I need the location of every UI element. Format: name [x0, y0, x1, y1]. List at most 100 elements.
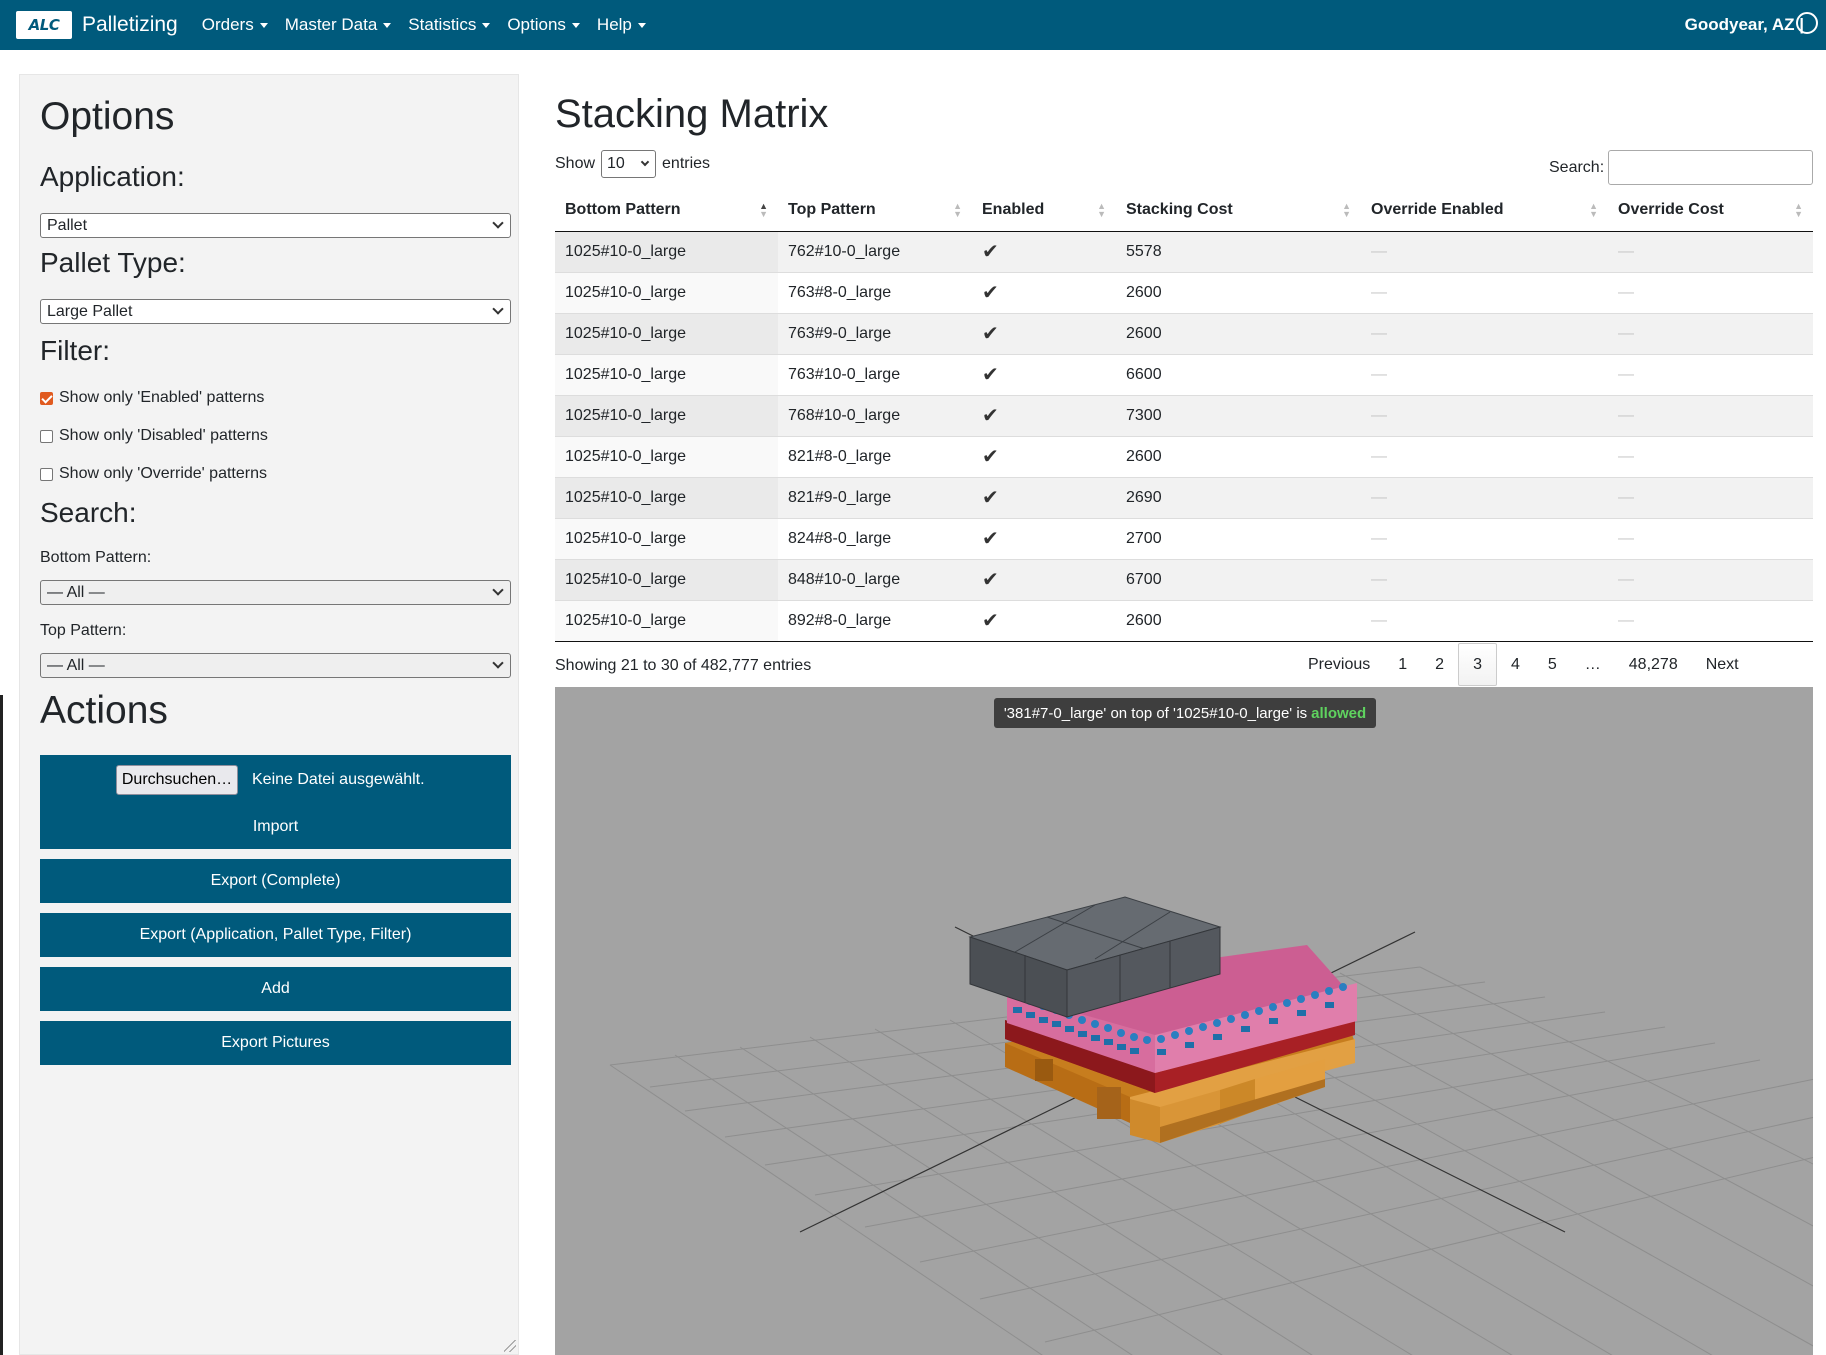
browse-button[interactable]: Durchsuchen…	[116, 765, 238, 795]
cell-enabled: ✔	[972, 476, 1116, 518]
slip-sheet	[1005, 1019, 1355, 1093]
import-block: Durchsuchen… Keine Datei ausgewählt. Imp…	[40, 755, 511, 849]
filter-enabled-label: Show only 'Enabled' patterns	[59, 389, 265, 406]
stacking-matrix-table: Bottom Pattern ▲ ▼ Top Pattern ▲ ▼ Enabled ▲ ▼…	[555, 190, 1813, 642]
cell-stacking-cost: 5578	[1116, 230, 1361, 272]
cell-override-enabled: —	[1361, 476, 1608, 518]
cell-override-enabled: —	[1361, 558, 1608, 600]
pagination-page-5[interactable]: 5	[1547, 655, 1557, 673]
pagination-page-last[interactable]: 48,278	[1628, 655, 1678, 673]
cell-enabled: ✔	[972, 230, 1116, 272]
nav-help-label: Help	[596, 15, 632, 34]
cell-top-pattern: 892#8-0_large	[778, 599, 972, 642]
table-row[interactable]: 1025#10-0_large 763#8-0_large ✔ 2600— —	[555, 271, 1813, 313]
pallet-type-value: Large Pallet	[47, 302, 133, 320]
cell-override-enabled: —	[1361, 271, 1608, 313]
filter-enabled-checkbox[interactable]	[40, 391, 53, 405]
top-pattern-label: Top Pattern:	[40, 622, 127, 639]
alc-logo[interactable]: ALC	[16, 11, 72, 39]
top-navbar: ALC Palletizing Orders Master Data Stati…	[0, 0, 1826, 50]
col-override-cost[interactable]: Override Cost ▲ ▼	[1608, 190, 1813, 232]
cell-bottom-pattern: 1025#10-0_large	[555, 435, 778, 477]
filter-override-checkbox[interactable]	[40, 467, 53, 481]
page-length-control: Show 10 entries	[555, 150, 710, 178]
chevron-down-icon	[492, 303, 504, 315]
pagination-page-2[interactable]: 2	[1435, 655, 1445, 673]
table-row[interactable]: 1025#10-0_large 824#8-0_large ✔ 2700— —	[555, 517, 1813, 559]
table-search: Search:	[1549, 150, 1814, 185]
filter-label: Filter:	[40, 335, 110, 366]
table-row[interactable]: 1025#10-0_large 763#10-0_large ✔ 6600— —	[555, 353, 1813, 395]
caret-down-icon	[571, 23, 580, 29]
filter-disabled-checkbox[interactable]	[40, 429, 53, 443]
col-bottom-pattern[interactable]: Bottom Pattern ▲ ▼	[555, 190, 778, 232]
resize-grip-icon[interactable]	[504, 1340, 516, 1352]
table-row[interactable]: 1025#10-0_large 821#9-0_large ✔ 2690— —	[555, 476, 1813, 518]
table-row[interactable]: 1025#10-0_large 763#9-0_large ✔ 2600— —	[555, 312, 1813, 354]
nav-menu: Orders Master Data Statistics Options He…	[202, 15, 663, 35]
export-complete-button[interactable]: Export (Complete)	[40, 859, 511, 903]
col-top-pattern[interactable]: Top Pattern ▲ ▼	[778, 190, 972, 232]
table-info: Showing 21 to 30 of 482,777 entries	[555, 657, 812, 674]
nav-help[interactable]: Help	[597, 15, 646, 35]
pagination-page-1[interactable]: 1	[1398, 655, 1408, 673]
pagination-ellipsis: …	[1584, 655, 1601, 673]
sort-icon: ▲ ▼	[1097, 201, 1106, 219]
pallet-scene[interactable]	[555, 687, 1813, 1355]
user-icon[interactable]	[1796, 12, 1818, 34]
location-display: Goodyear, AZ |	[1685, 0, 1818, 50]
table-row[interactable]: 1025#10-0_large 821#8-0_large ✔ 2600— —	[555, 435, 1813, 477]
cell-enabled: ✔	[972, 353, 1116, 395]
chevron-down-icon	[640, 157, 650, 167]
pagination-page-3-active[interactable]: 3	[1458, 643, 1497, 686]
import-button[interactable]: Import	[252, 818, 299, 835]
cell-stacking-cost: 2600	[1116, 435, 1361, 477]
nav-statistics[interactable]: Statistics	[408, 15, 491, 35]
table-row[interactable]: 1025#10-0_large 848#10-0_large ✔ 6700— —	[555, 558, 1813, 600]
export-pictures-button[interactable]: Export Pictures	[40, 1021, 511, 1065]
nav-options[interactable]: Options	[507, 15, 580, 35]
col-enabled-label: Enabled	[982, 201, 1045, 219]
sort-asc-icon: ▲ ▼	[759, 201, 768, 219]
filter-disabled[interactable]: Show only 'Disabled' patterns	[40, 427, 268, 445]
pagination-page-4[interactable]: 4	[1510, 655, 1520, 673]
cell-bottom-pattern: 1025#10-0_large	[555, 230, 778, 272]
cell-override-enabled: —	[1361, 353, 1608, 395]
cell-stacking-cost: 2600	[1116, 599, 1361, 642]
page-length-select[interactable]: 10	[601, 150, 657, 178]
stacking-tooltip: '381#7-0_large' on top of '1025#10-0_lar…	[994, 698, 1376, 728]
col-stacking-cost[interactable]: Stacking Cost ▲ ▼	[1116, 190, 1361, 232]
table-row[interactable]: 1025#10-0_large 892#8-0_large ✔ 2600— —	[555, 599, 1813, 642]
chevron-down-icon	[492, 657, 504, 669]
filter-override-label: Show only 'Override' patterns	[59, 465, 267, 482]
pallet-type-select[interactable]: Large Pallet	[40, 299, 511, 324]
table-search-label: Search:	[1549, 158, 1605, 176]
nav-orders[interactable]: Orders	[202, 15, 268, 35]
add-button[interactable]: Add	[40, 967, 511, 1011]
nav-master-data[interactable]: Master Data	[285, 15, 392, 35]
cell-stacking-cost: 6600	[1116, 353, 1361, 395]
pagination-previous[interactable]: Previous	[1308, 655, 1371, 673]
table-row[interactable]: 1025#10-0_large 762#10-0_large ✔ 5578— —	[555, 230, 1813, 272]
col-override-enabled[interactable]: Override Enabled ▲ ▼	[1361, 190, 1608, 232]
bottom-pattern-select[interactable]: — All —	[40, 580, 511, 605]
top-pattern-select[interactable]: — All —	[40, 653, 511, 678]
table-search-input[interactable]	[1608, 150, 1814, 185]
cell-top-pattern: 848#10-0_large	[778, 558, 972, 600]
pagination-next[interactable]: Next	[1705, 655, 1739, 673]
cell-stacking-cost: 2690	[1116, 476, 1361, 518]
top-pattern-value: — All —	[47, 656, 105, 674]
logo-text: ALC	[28, 16, 60, 34]
cell-override-cost: —	[1608, 394, 1813, 436]
application-select[interactable]: Pallet	[40, 213, 511, 238]
cell-override-cost: —	[1608, 435, 1813, 477]
cell-override-enabled: —	[1361, 435, 1608, 477]
tooltip-text: '381#7-0_large' on top of '1025#10-0_lar…	[1003, 704, 1308, 722]
export-filtered-button[interactable]: Export (Application, Pallet Type, Filter…	[40, 913, 511, 957]
filter-enabled[interactable]: Show only 'Enabled' patterns	[40, 389, 264, 407]
col-enabled[interactable]: Enabled ▲ ▼	[972, 190, 1116, 232]
app-name[interactable]: Palletizing	[82, 13, 178, 36]
pallet-3d-viewer[interactable]: '381#7-0_large' on top of '1025#10-0_lar…	[555, 687, 1813, 1355]
filter-override[interactable]: Show only 'Override' patterns	[40, 465, 267, 483]
table-row[interactable]: 1025#10-0_large 768#10-0_large ✔ 7300— —	[555, 394, 1813, 436]
